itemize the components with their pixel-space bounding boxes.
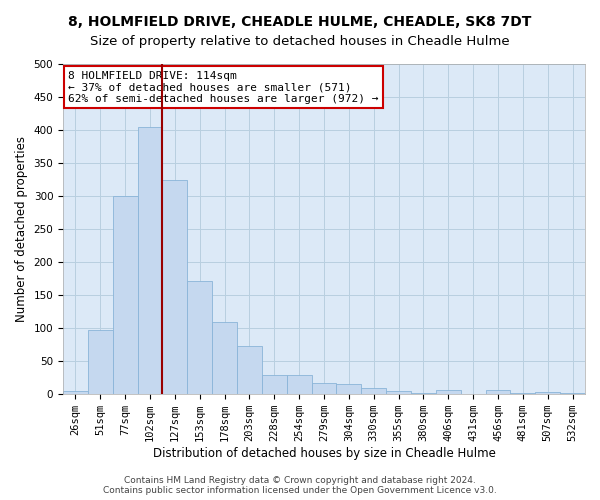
Bar: [137, 126, 163, 394]
Bar: [287, 375, 311, 394]
Bar: [361, 388, 386, 394]
Bar: [262, 375, 287, 394]
Text: 8, HOLMFIELD DRIVE, CHEADLE HULME, CHEADLE, SK8 7DT: 8, HOLMFIELD DRIVE, CHEADLE HULME, CHEAD…: [68, 15, 532, 29]
Bar: [485, 390, 511, 394]
Y-axis label: Number of detached properties: Number of detached properties: [15, 136, 28, 322]
Bar: [113, 196, 137, 394]
Bar: [212, 322, 237, 394]
Bar: [560, 393, 585, 394]
Bar: [311, 383, 337, 394]
Bar: [535, 392, 560, 394]
Bar: [63, 391, 88, 394]
Bar: [88, 330, 113, 394]
Bar: [436, 390, 461, 394]
Text: Size of property relative to detached houses in Cheadle Hulme: Size of property relative to detached ho…: [90, 35, 510, 48]
Bar: [411, 393, 436, 394]
Text: Contains HM Land Registry data © Crown copyright and database right 2024.
Contai: Contains HM Land Registry data © Crown c…: [103, 476, 497, 495]
Bar: [511, 393, 535, 394]
Text: 8 HOLMFIELD DRIVE: 114sqm
← 37% of detached houses are smaller (571)
62% of semi: 8 HOLMFIELD DRIVE: 114sqm ← 37% of detac…: [68, 70, 379, 104]
Bar: [386, 391, 411, 394]
Bar: [337, 384, 361, 394]
Bar: [163, 180, 187, 394]
Bar: [187, 280, 212, 394]
X-axis label: Distribution of detached houses by size in Cheadle Hulme: Distribution of detached houses by size …: [152, 447, 496, 460]
Bar: [237, 346, 262, 394]
